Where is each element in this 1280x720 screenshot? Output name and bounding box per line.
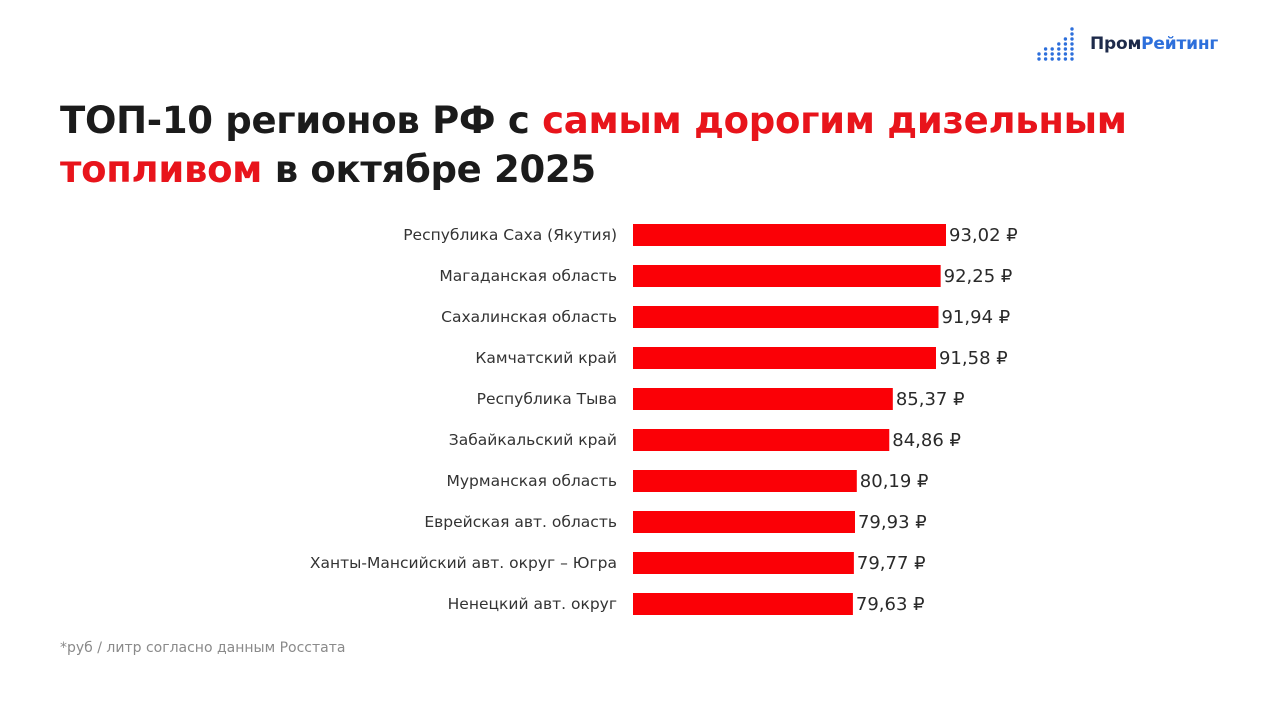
value-label: 84,86 ₽	[892, 430, 961, 451]
logo-dot	[1037, 52, 1041, 56]
logo-dot	[1070, 32, 1074, 36]
logo-dot	[1063, 37, 1068, 41]
logo-dot	[1063, 47, 1068, 51]
footnote: *руб / литр согласно данным Росстата	[60, 640, 346, 656]
category-label: Республика Саха (Якутия)	[403, 226, 617, 244]
title-accent1: самым дорогим дизельным	[542, 99, 1127, 142]
value-label: 91,58 ₽	[939, 348, 1008, 369]
title-part2: в октябре 2025	[262, 148, 596, 191]
logo-dot	[1050, 47, 1054, 51]
value-label: 79,93 ₽	[858, 512, 927, 533]
logo-dot	[1057, 42, 1061, 46]
category-label: Забайкальский край	[449, 431, 617, 449]
bar	[633, 593, 853, 615]
brand-logo: ПромРейтинг	[1036, 26, 1218, 62]
logo-dot	[1043, 52, 1048, 56]
value-label: 80,19 ₽	[860, 471, 929, 492]
category-label: Сахалинская область	[441, 308, 617, 326]
value-label: 93,02 ₽	[949, 225, 1018, 246]
category-label: Ненецкий авт. округ	[448, 595, 617, 613]
logo-dot	[1070, 27, 1074, 31]
chart-title: ТОП-10 регионов РФ с самым дорогим дизел…	[60, 96, 1220, 194]
bar	[633, 429, 890, 451]
logo-dot	[1063, 57, 1068, 61]
brand-name-part1: Пром	[1090, 34, 1142, 54]
bar	[633, 552, 854, 574]
category-label: Еврейская авт. область	[424, 513, 617, 531]
value-label: 91,94 ₽	[941, 307, 1010, 328]
bar	[633, 306, 939, 328]
bar-dots-icon	[1037, 27, 1074, 61]
category-label: Ханты-Мансийский авт. округ – Югра	[310, 554, 617, 572]
logo-dot	[1070, 57, 1074, 61]
category-label: Республика Тыва	[477, 390, 617, 408]
logo-dot	[1043, 57, 1048, 61]
bar	[633, 224, 946, 246]
logo-dot	[1070, 42, 1074, 46]
logo-dot	[1063, 52, 1068, 56]
logo-dot	[1070, 37, 1074, 41]
logo-dot	[1070, 52, 1074, 56]
logo-dot	[1037, 57, 1041, 61]
category-label: Мурманская область	[447, 472, 617, 490]
bar	[633, 470, 857, 492]
brand-name-part2: Рейтинг	[1141, 34, 1219, 54]
bar	[633, 511, 855, 533]
logo-dot	[1070, 47, 1074, 51]
bar	[633, 265, 941, 287]
bar	[633, 347, 936, 369]
title-accent2: топливом	[60, 148, 263, 191]
bar	[633, 388, 893, 410]
brand-name: ПромРейтинг	[1090, 34, 1218, 54]
logo-dot	[1057, 47, 1061, 51]
value-label: 92,25 ₽	[944, 266, 1013, 287]
title-part1: ТОП-10 регионов РФ с	[60, 99, 543, 142]
value-label: 85,37 ₽	[896, 389, 965, 410]
logo-dot	[1063, 42, 1068, 46]
logo-dot	[1043, 47, 1048, 51]
logo-dot	[1050, 52, 1054, 56]
logo-dot	[1057, 57, 1061, 61]
logo-dot	[1050, 57, 1054, 61]
category-label: Магаданская область	[439, 267, 617, 285]
value-label: 79,63 ₽	[856, 594, 925, 615]
category-label: Камчатский край	[475, 349, 617, 367]
logo-dot	[1057, 52, 1061, 56]
value-label: 79,77 ₽	[857, 553, 926, 574]
